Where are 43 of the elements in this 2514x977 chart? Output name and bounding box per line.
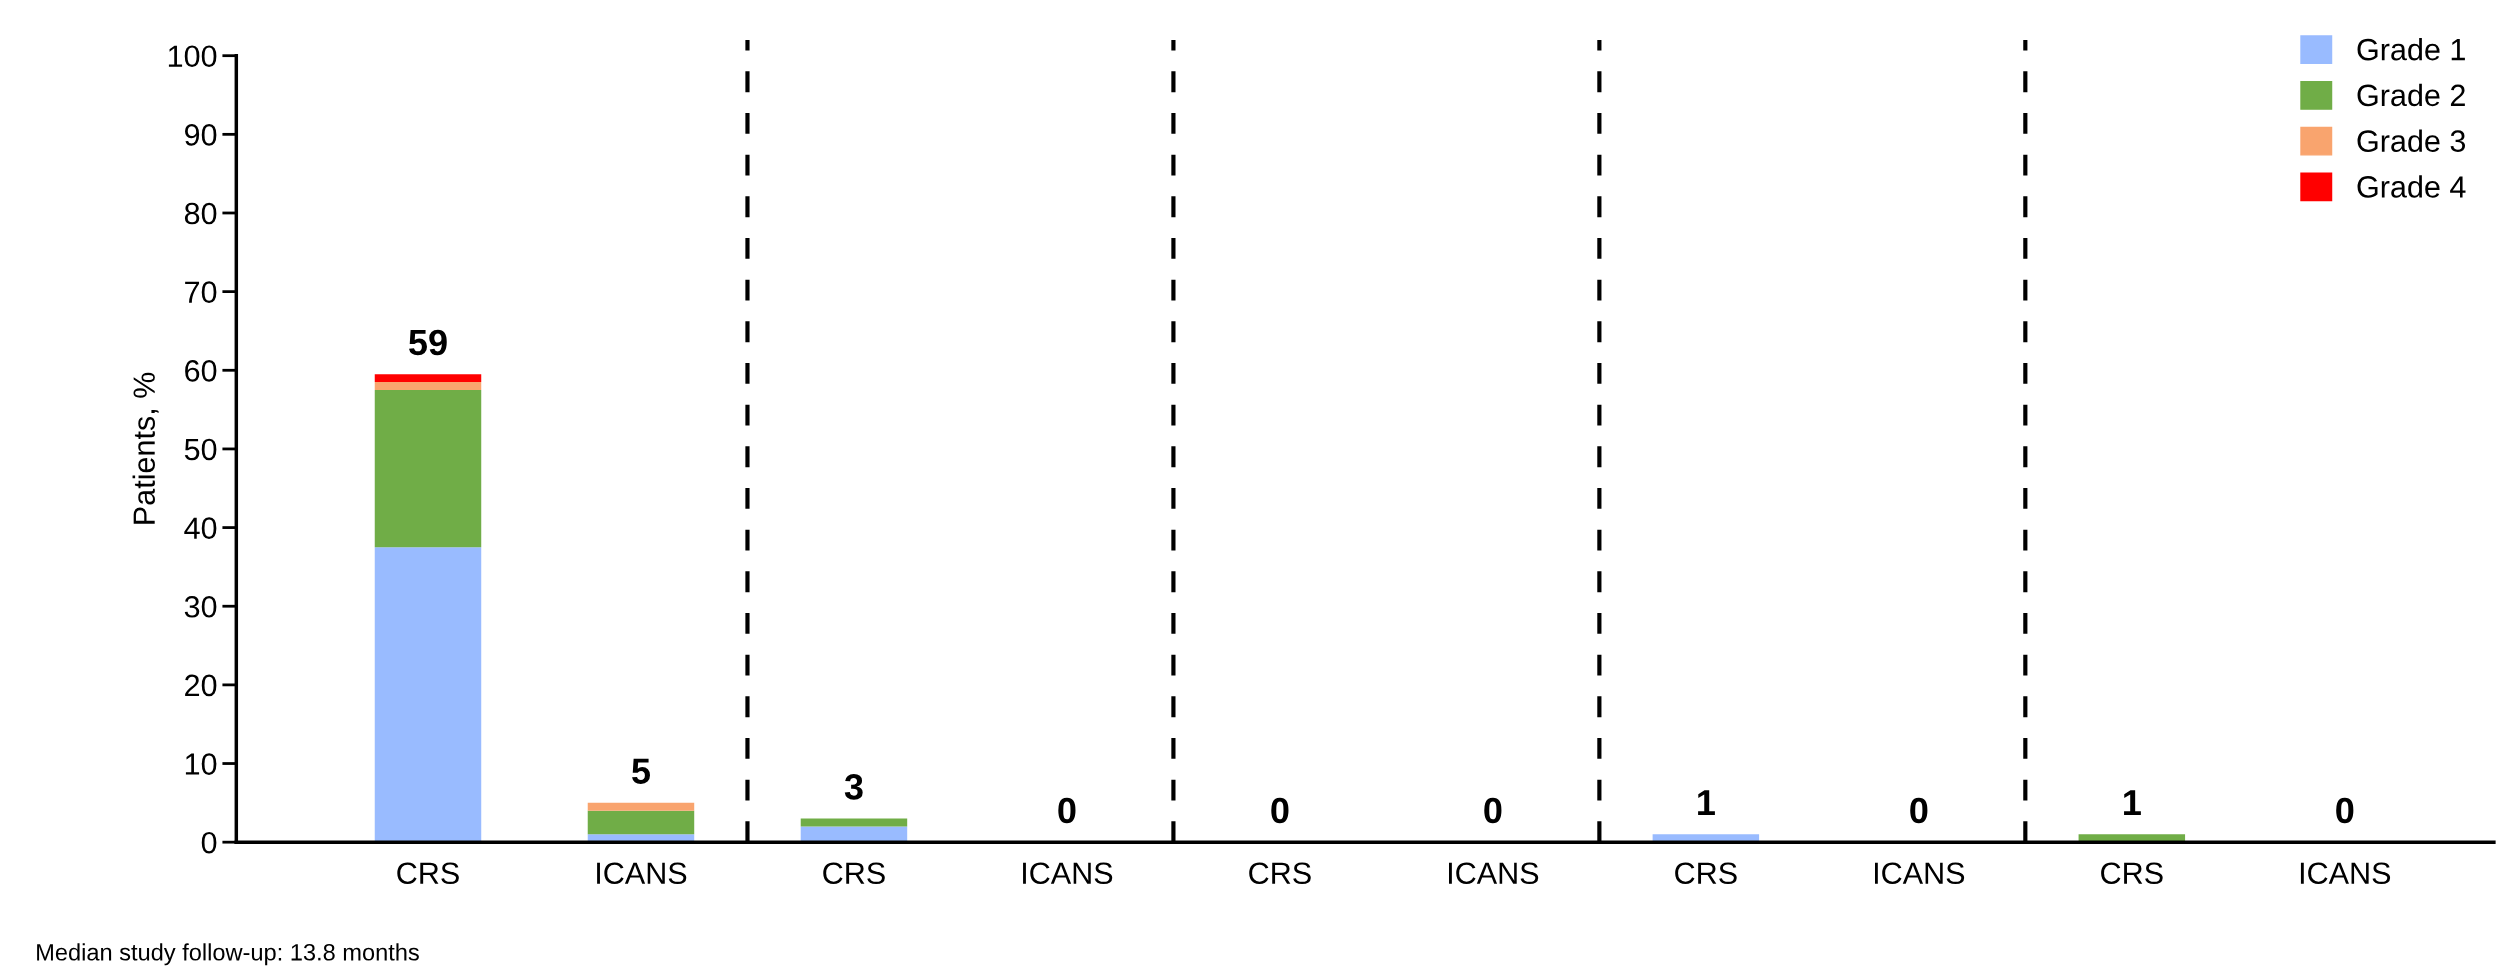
- y-tick-label: 20: [185, 674, 217, 697]
- y-tick-label: 40: [184, 517, 217, 539]
- y-tick-label: 70: [185, 281, 217, 304]
- y-tick-label: 0: [201, 831, 217, 854]
- x-tick-label: ICANS: [2300, 862, 2391, 885]
- x-tick-label: CRS: [823, 862, 885, 885]
- legend-label: Grade 1: [2357, 38, 2465, 61]
- total-label: 5: [632, 758, 651, 784]
- x-tick-label: ICANS: [597, 862, 687, 885]
- x-tick-label: ICANS: [1023, 862, 1113, 885]
- x-tick-label: CRS: [1249, 862, 1311, 885]
- y-tick-label: 60: [185, 360, 217, 382]
- y-tick-label: 30: [184, 595, 217, 618]
- y-tick-label: 50: [184, 438, 217, 461]
- bar: [374, 547, 482, 843]
- y-tick-label: 90: [185, 124, 217, 146]
- x-tick-label: ICANS: [1874, 862, 1965, 885]
- bar: [587, 810, 695, 835]
- total-label: 0: [1271, 797, 1289, 824]
- x-tick-label: CRS: [1675, 862, 1737, 885]
- y-tick-label: 10: [185, 753, 217, 775]
- x-tick-label: ICANS: [1449, 862, 1539, 885]
- total-label: 0: [1910, 797, 1928, 824]
- total-label: 59: [409, 329, 447, 356]
- total-label: 0: [1058, 797, 1076, 824]
- bar: [374, 374, 482, 383]
- x-tick-label: CRS: [397, 862, 459, 885]
- legend-label: Grade 2: [2357, 83, 2465, 107]
- y-axis-title: Patients, %: [132, 372, 159, 524]
- bar: [374, 382, 482, 390]
- total-label: 0: [2336, 797, 2354, 824]
- text: Median study follow-up: 13.8 months: [37, 943, 419, 966]
- x-tick-label: CRS: [2101, 862, 2163, 885]
- legend-label: Grade 3: [2357, 129, 2466, 152]
- total-label: 3: [844, 774, 863, 800]
- y-tick-label: 80: [184, 202, 217, 225]
- total-label: 0: [1484, 797, 1502, 824]
- total-label: 1: [2124, 790, 2141, 816]
- legend-label: Grade 4: [2357, 175, 2466, 198]
- bar: [374, 389, 482, 548]
- y-tick-label: 100: [168, 45, 217, 68]
- bar: [587, 802, 695, 811]
- total-label: 1: [1698, 790, 1715, 816]
